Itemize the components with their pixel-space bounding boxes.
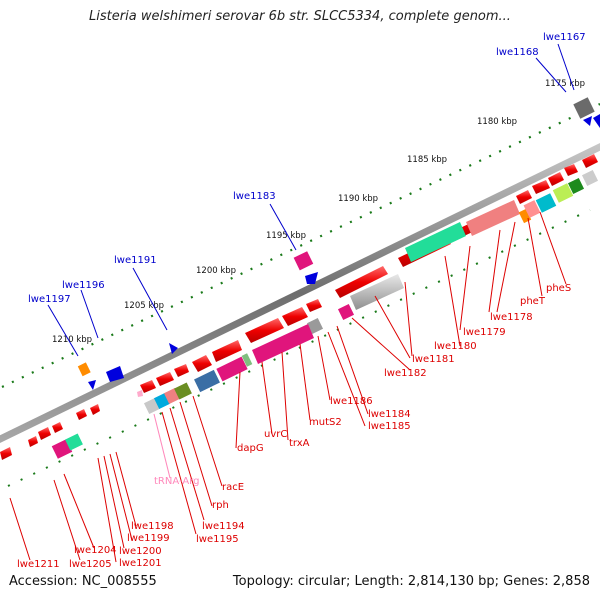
genome-stats-text: Topology: circular; Length: 2,814,130 bp… <box>232 574 590 589</box>
accession-text: Accession: NC_008555 <box>9 574 157 589</box>
kbp-label: 1190 kbp <box>338 194 378 204</box>
gene-row-reverse <box>51 177 585 459</box>
gene-label-bottom: lwe1179 <box>463 327 506 338</box>
gene-label-bottom: trxA <box>289 438 310 449</box>
kbp-label: 1200 kbp <box>196 266 236 276</box>
kbp-label: 1185 kbp <box>407 155 447 165</box>
gene-label-top: lwe1191 <box>114 255 157 266</box>
gene-label-bottom: lwe1204 <box>74 545 117 556</box>
gene-label-bottom: rph <box>212 500 229 511</box>
gene-label-bottom: pheS <box>546 283 571 294</box>
kbp-label: 1175 kbp <box>545 79 585 89</box>
map-title: Listeria welshimeri serovar 6b str. SLCC… <box>89 9 511 24</box>
gene-label-bottom: lwe1178 <box>490 312 533 323</box>
top-strand-features <box>77 97 600 390</box>
gene-label-bottom: lwe1194 <box>202 521 245 532</box>
gene-label-bottom: lwe1211 <box>17 559 60 570</box>
gene-label-bottom: dapG <box>237 443 264 454</box>
kbp-label: 1195 kbp <box>266 231 306 241</box>
gene-label-bottom: lwe1200 <box>119 546 162 557</box>
gene-row-forward <box>0 154 599 460</box>
gene-label-bottom: pheT <box>520 296 546 307</box>
gene-label-bottom: lwe1181 <box>412 354 455 365</box>
gene-label-bottom: lwe1199 <box>127 533 170 544</box>
trna-label: tRNA-Arg <box>154 476 199 487</box>
genome-backbone <box>0 142 600 444</box>
gene-label-top: lwe1196 <box>62 280 105 291</box>
gene-label-top: lwe1168 <box>496 47 539 58</box>
gene-label-bottom: lwe1186 <box>330 396 373 407</box>
gene-label-bottom: lwe1195 <box>196 534 239 545</box>
scale-ring <box>1 103 600 388</box>
gene-label-top: lwe1197 <box>28 294 71 305</box>
gene-label-bottom: racE <box>222 482 244 493</box>
gene-label-bottom: lwe1184 <box>368 409 411 420</box>
gene-label-bottom: lwe1198 <box>131 521 174 532</box>
gene-label-top: lwe1183 <box>233 191 276 202</box>
gene-label-bottom: lwe1205 <box>69 559 112 570</box>
kbp-label: 1205 kbp <box>124 301 164 311</box>
gene-label-top: lwe1167 <box>543 32 586 43</box>
kbp-label: 1210 kbp <box>52 335 92 345</box>
inner-tick-ring <box>7 209 591 487</box>
kbp-label: 1180 kbp <box>477 117 517 127</box>
gene-label-bottom: lwe1180 <box>434 341 477 352</box>
gene-label-bottom: lwe1201 <box>119 558 162 569</box>
gene-label-bottom: mutS2 <box>309 417 342 428</box>
gene-label-bottom: lwe1182 <box>384 368 427 379</box>
gene-label-bottom: lwe1185 <box>368 421 411 432</box>
gene-label-bottom: uvrC <box>264 429 287 440</box>
